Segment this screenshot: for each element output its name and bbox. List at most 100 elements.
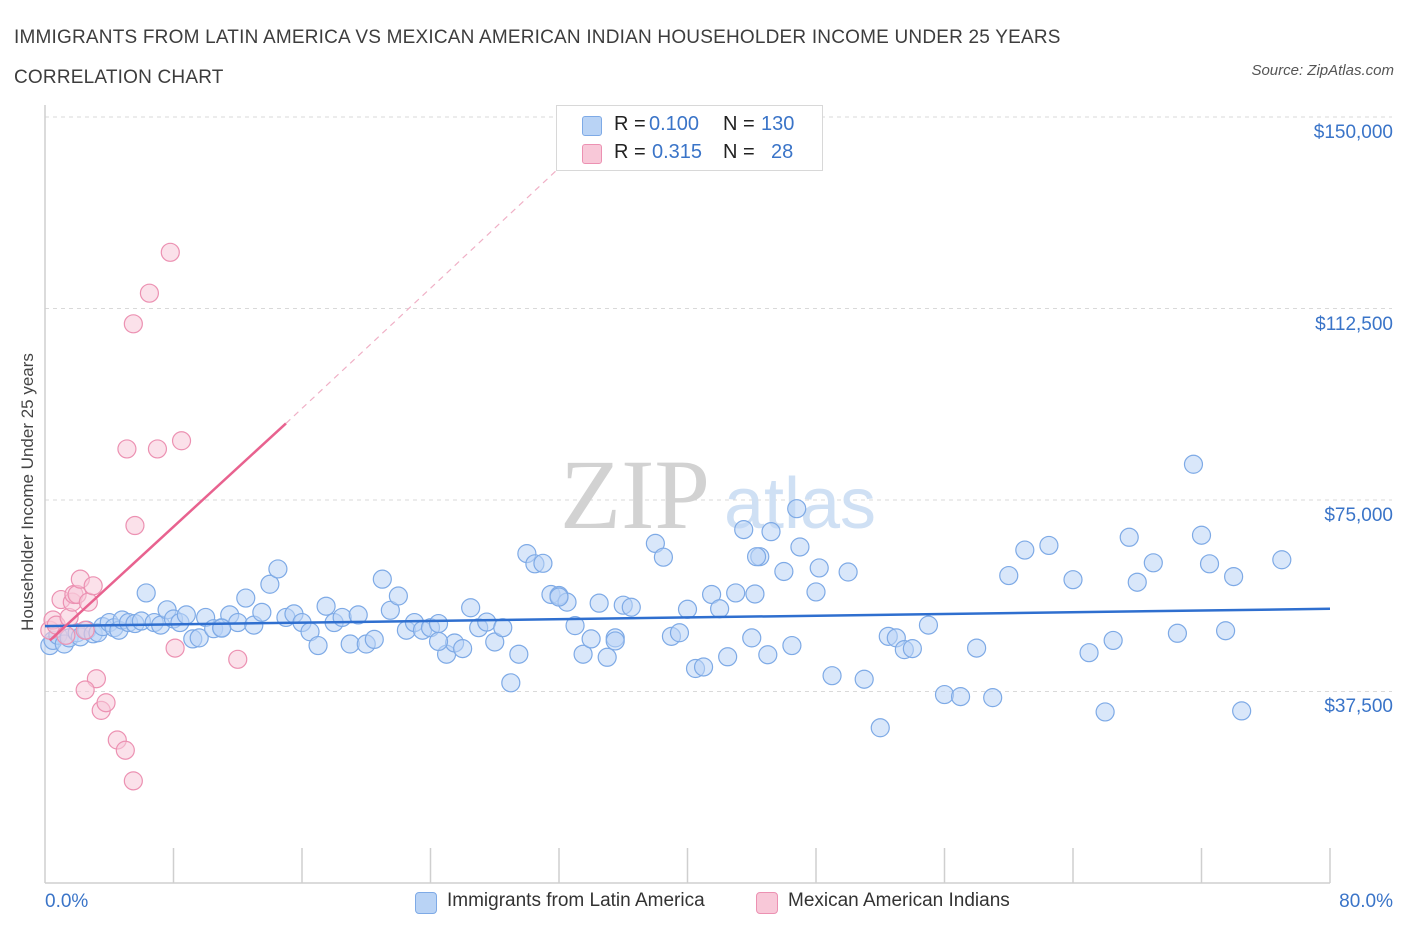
data-point-latin-america [1015, 540, 1035, 560]
data-point-latin-america [348, 605, 368, 625]
x-tick-label-max: 80.0% [1339, 891, 1393, 912]
data-point-latin-america [605, 631, 625, 651]
data-point-latin-america [581, 629, 601, 649]
data-point-latin-america [822, 666, 842, 686]
series-mexican-american-indian-points [40, 242, 248, 791]
data-point-mexican-american-indian [125, 515, 145, 536]
data-point-latin-america [212, 618, 232, 638]
n-label: N = [723, 141, 755, 163]
data-point-latin-america [308, 635, 328, 656]
data-point-mexican-american-indian [56, 625, 76, 645]
data-point-latin-america [1199, 554, 1220, 574]
data-point-latin-america [1103, 630, 1123, 651]
data-point-latin-america [854, 669, 874, 689]
data-point-latin-america [983, 688, 1003, 708]
data-point-latin-america [746, 547, 767, 567]
data-point-latin-america [565, 616, 585, 636]
data-point-latin-america [669, 623, 690, 643]
data-point-latin-america [1232, 701, 1252, 721]
data-point-latin-america [782, 635, 802, 656]
data-point-latin-america [1167, 623, 1188, 643]
legend-swatch-blue [415, 892, 437, 914]
data-point-latin-america [677, 599, 698, 619]
y-tick-label: $37,500 [1324, 696, 1393, 717]
data-point-latin-america [236, 588, 256, 608]
data-point-latin-america [453, 639, 473, 659]
data-point-latin-america [758, 645, 778, 665]
data-point-latin-america [1039, 535, 1059, 556]
data-point-mexican-american-indian [117, 439, 137, 459]
data-point-latin-america [809, 558, 829, 578]
data-point-latin-america [1215, 621, 1236, 641]
data-point-mexican-american-indian [96, 693, 116, 713]
data-point-latin-america [902, 639, 922, 659]
data-point-latin-america [589, 593, 609, 613]
data-point-latin-america [787, 499, 807, 519]
data-point-latin-america [934, 684, 955, 705]
trend-line-mexican-american-indian [48, 422, 287, 642]
data-point-latin-america [573, 644, 593, 664]
data-point-latin-america [509, 644, 529, 664]
watermark-zip: ZIP [560, 439, 710, 550]
data-point-latin-america [372, 569, 392, 589]
data-point-latin-america [268, 559, 288, 579]
chart-title: IMMIGRANTS FROM LATIN AMERICA VS MEXICAN… [14, 27, 1061, 88]
data-point-latin-america [806, 582, 826, 602]
data-point-latin-america [967, 638, 987, 658]
data-point-latin-america [774, 561, 794, 582]
data-point-latin-america [316, 596, 336, 616]
data-point-mexican-american-indian [123, 771, 143, 791]
data-point-latin-america [790, 537, 810, 557]
data-point-latin-america [742, 628, 762, 648]
data-point-latin-america [838, 562, 858, 582]
data-point-latin-america [461, 598, 481, 618]
data-point-latin-america [493, 618, 513, 638]
trend-extension-mexican-american-indian [285, 167, 560, 424]
r-value: 0.100 [649, 113, 700, 135]
source-credit: Source: ZipAtlas.com [1251, 62, 1394, 79]
data-point-mexican-american-indian [123, 314, 143, 334]
data-point-latin-america [1119, 527, 1139, 547]
data-point-latin-america [1224, 566, 1244, 587]
y-tick-label: $150,000 [1313, 122, 1393, 143]
legend-row-blue: R = 0.100 N = 130 [557, 111, 822, 139]
legend-label: Immigrants from Latin America [447, 890, 705, 911]
data-point-mexican-american-indian [171, 431, 192, 451]
y-tick-label: $112,500 [1315, 314, 1393, 335]
data-point-latin-america [388, 586, 408, 606]
data-point-latin-america [364, 629, 384, 650]
data-point-latin-america [1143, 553, 1163, 573]
data-point-mexican-american-indian [115, 740, 135, 760]
data-point-mexican-american-indian [160, 242, 180, 262]
legend-swatch-pink [582, 144, 602, 164]
data-point-latin-america [380, 600, 400, 620]
data-point-latin-america [701, 584, 722, 605]
data-point-mexican-american-indian [83, 576, 103, 596]
data-point-latin-america [485, 632, 505, 652]
data-point-latin-america [710, 599, 730, 619]
data-point-mexican-american-indian [75, 620, 95, 640]
y-axis-label: Householder Income Under 25 years [18, 353, 37, 631]
data-point-latin-america [597, 647, 617, 667]
data-point-latin-america [252, 602, 272, 622]
r-value: 0.315 [652, 141, 703, 163]
data-point-latin-america [999, 565, 1019, 586]
n-label: N = [723, 113, 755, 135]
data-point-latin-america [870, 718, 890, 738]
data-point-mexican-american-indian [228, 649, 248, 669]
data-point-latin-america [1191, 525, 1212, 545]
data-point-latin-america [1272, 550, 1292, 570]
data-point-mexican-american-indian [165, 638, 185, 658]
trend-lines [44, 167, 1331, 642]
data-point-latin-america [1063, 570, 1083, 590]
legend-swatch-pink [756, 892, 778, 914]
legend-swatch-blue [582, 116, 602, 136]
data-point-mexican-american-indian [78, 592, 98, 612]
data-point-latin-america [726, 583, 746, 603]
data-point-latin-america [1095, 702, 1115, 722]
r-label: R = [614, 113, 646, 135]
data-point-latin-america [761, 522, 781, 542]
data-point-latin-america [428, 613, 449, 634]
data-point-latin-america [1079, 643, 1099, 663]
